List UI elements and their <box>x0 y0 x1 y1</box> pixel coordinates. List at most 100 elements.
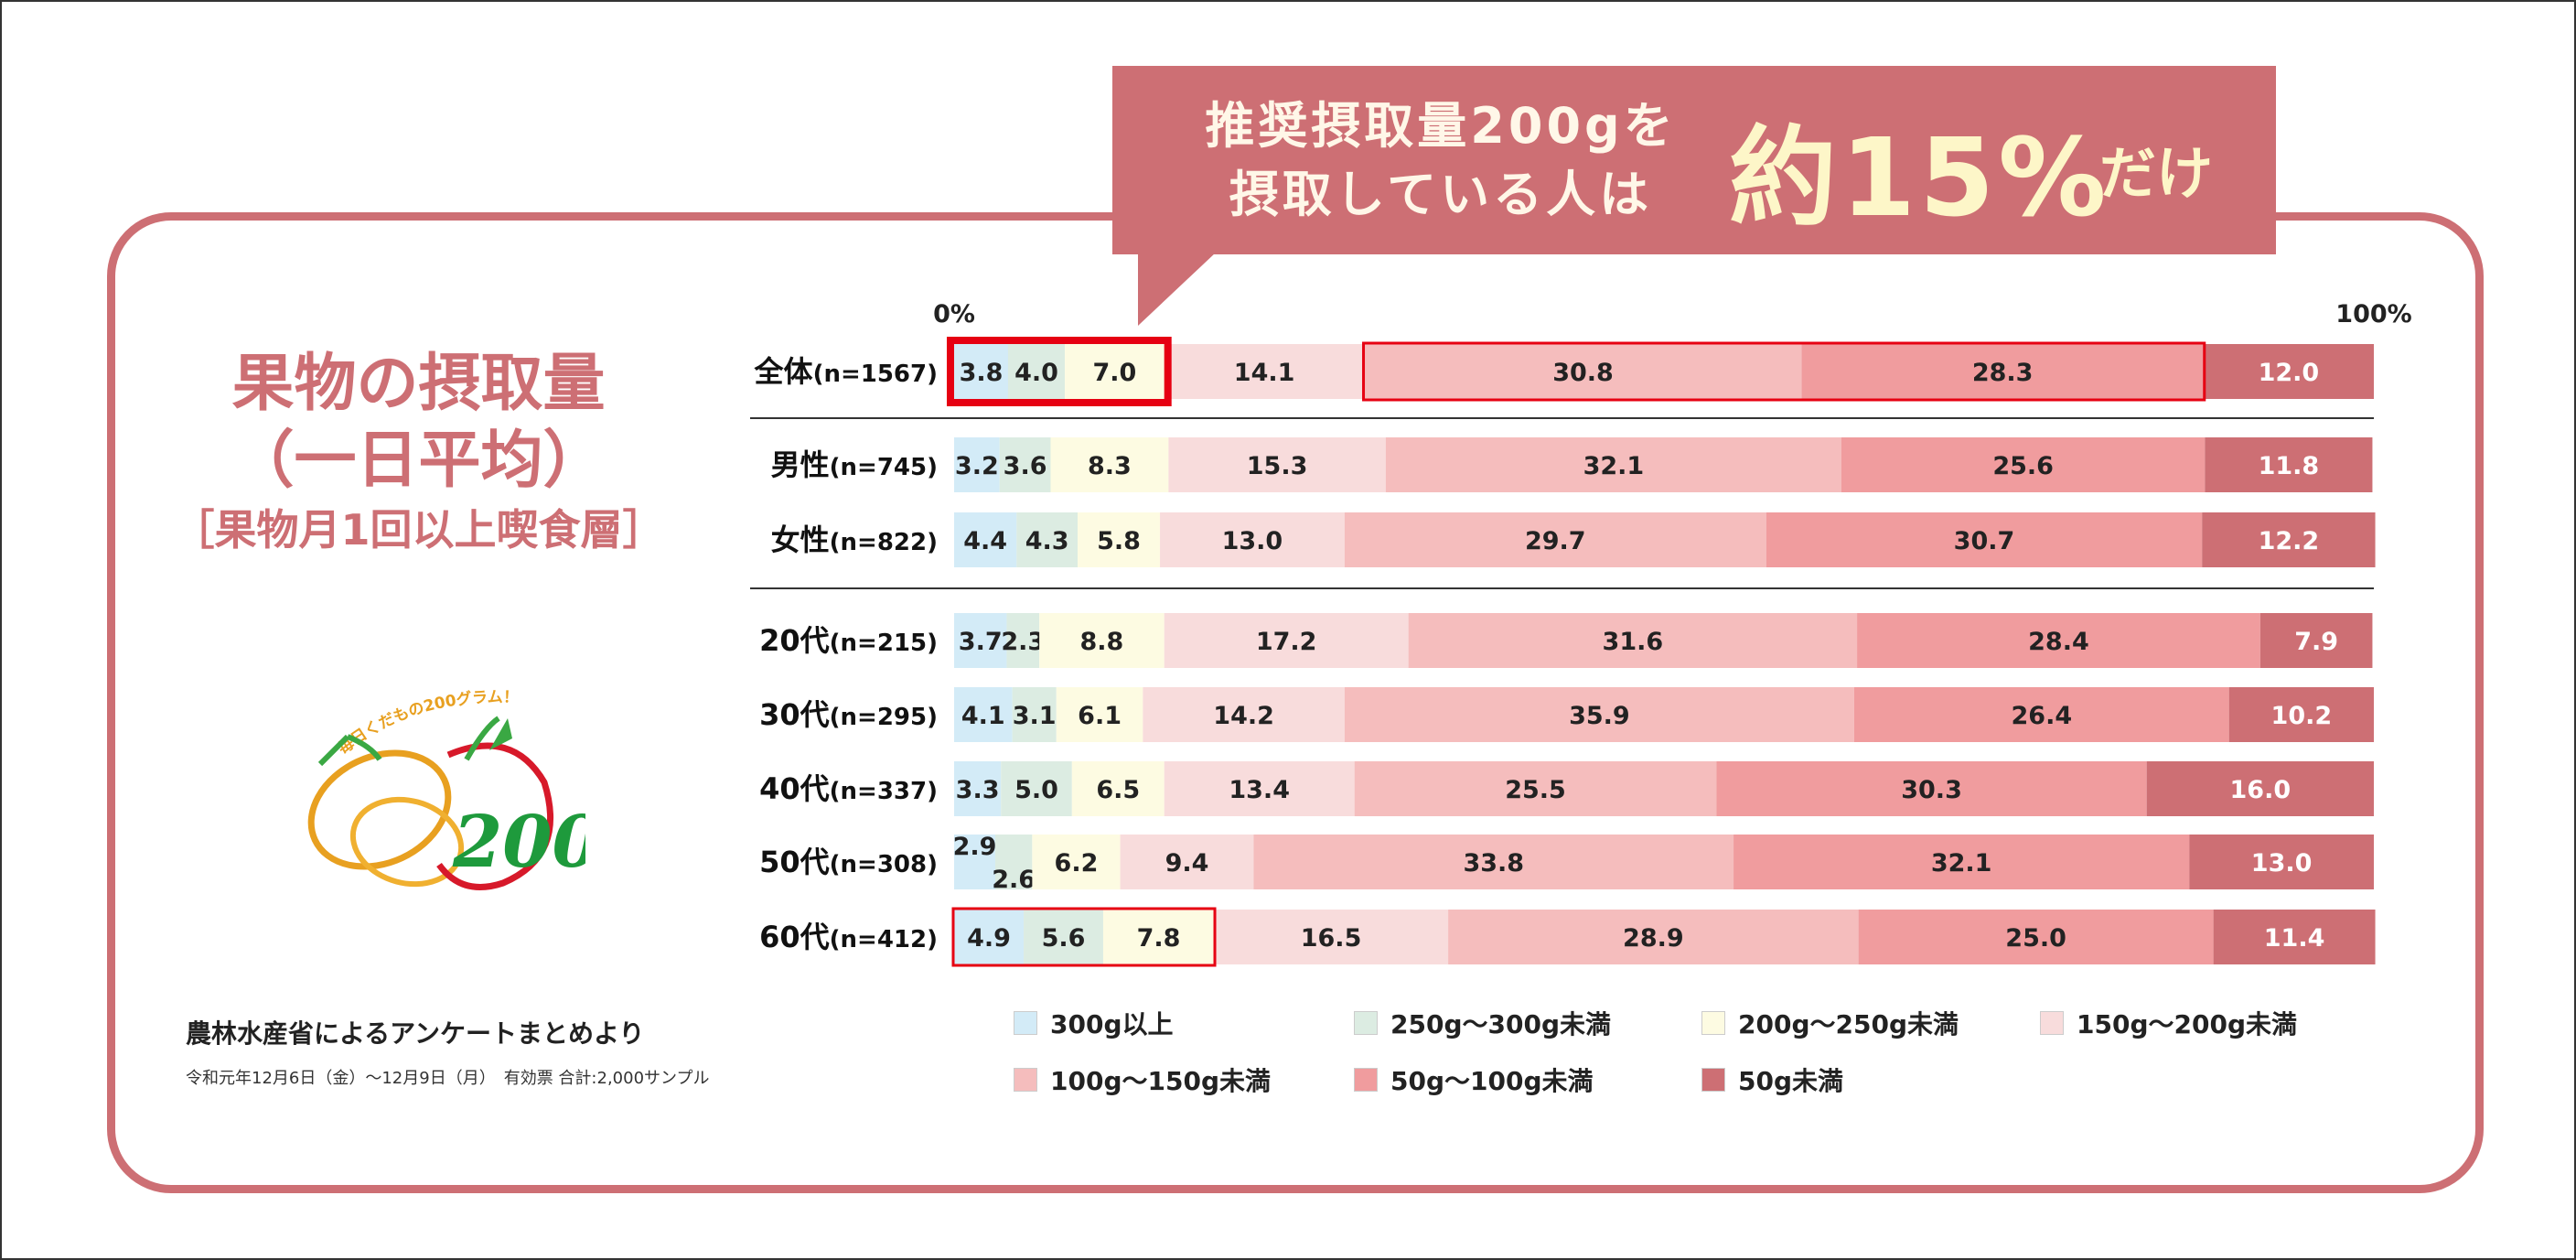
bar-segment <box>1065 344 1165 399</box>
callout-box <box>1112 66 2276 254</box>
bar-segment <box>954 344 1008 399</box>
data-label: 4.1 <box>961 702 1005 730</box>
data-label: 33.8 <box>1463 849 1524 878</box>
legend-swatch <box>1354 1011 1378 1035</box>
data-label: 8.3 <box>1088 452 1132 480</box>
legend-item: 50g未満 <box>1701 1061 1843 1098</box>
legend-swatch <box>1014 1068 1037 1092</box>
data-label: 6.1 <box>1078 702 1122 730</box>
bar-segment <box>1007 344 1066 399</box>
data-label: 28.3 <box>1972 359 2034 387</box>
bar-segment <box>1001 761 1072 816</box>
legend-item: 300g以上 <box>1014 1005 1174 1041</box>
axis-start-label: 0% <box>933 300 975 328</box>
highlight-box <box>951 907 1217 967</box>
bar-segment <box>999 437 1051 492</box>
data-label: 8.8 <box>1079 628 1123 656</box>
callout-line-1: 推奨摂取量200gを <box>1205 97 1677 155</box>
data-label: 12.0 <box>2259 359 2320 387</box>
bar-segment <box>954 512 1017 567</box>
data-label: 7.0 <box>1092 359 1136 387</box>
bar-segment <box>1385 437 1841 492</box>
legend-label: 250g～300g未満 <box>1390 1009 1611 1039</box>
data-label: 28.4 <box>2028 628 2089 656</box>
bar-segment <box>954 437 1000 492</box>
title-line-1: 果物の摂取量 <box>231 348 606 420</box>
highlight-box <box>1362 341 2206 402</box>
bar-segment <box>1160 512 1345 567</box>
bar-segment <box>995 835 1033 889</box>
bar-segment <box>1858 910 2214 964</box>
bar-segment <box>1716 761 2147 816</box>
category-label: 男性(n=745) <box>771 447 938 482</box>
callout-big-figure: 約15% <box>1729 114 2110 241</box>
data-label: 14.1 <box>1234 359 1295 387</box>
callout-text: 推奨摂取量200gを 摂取している人は <box>1166 92 1715 229</box>
bar-segment <box>1164 344 1365 399</box>
data-label: 3.1 <box>1013 702 1057 730</box>
bar-segment <box>1071 761 1165 816</box>
bar-segment <box>1143 687 1345 742</box>
data-label: 2.6 <box>992 866 1036 894</box>
bar-segment <box>1364 344 1802 399</box>
data-label: 3.8 <box>960 359 1004 387</box>
logo-orange-peel-icon <box>349 796 465 888</box>
legend-item: 50g～100g未満 <box>1354 1061 1594 1098</box>
data-label: 5.8 <box>1097 527 1141 555</box>
data-label: 29.7 <box>1525 527 1586 555</box>
bar-segment <box>1448 910 1859 964</box>
bar-segment <box>1006 613 1040 668</box>
title-line-2: （一日平均） <box>231 425 606 497</box>
bar-segment <box>1164 613 1409 668</box>
bar-segment <box>1032 835 1121 889</box>
data-label: 13.0 <box>1222 527 1283 555</box>
legend-swatch <box>1701 1011 1725 1035</box>
data-label: 4.0 <box>1014 359 1058 387</box>
data-label: 15.3 <box>1247 452 1308 480</box>
data-label: 26.4 <box>2012 702 2073 730</box>
legend-item: 150g～200g未満 <box>2040 1005 2297 1041</box>
callout-line-2: 摂取している人は <box>1229 166 1653 223</box>
data-label: 4.3 <box>1025 527 1069 555</box>
bar-segment <box>1102 910 1215 964</box>
data-label: 31.6 <box>1603 628 1664 656</box>
bar-segment <box>1168 437 1386 492</box>
bar-segment <box>1039 613 1165 668</box>
bar-segment <box>2203 344 2374 399</box>
bar-segment <box>2205 437 2373 492</box>
data-label: 11.4 <box>2264 924 2325 953</box>
data-label: 12.2 <box>2259 527 2320 555</box>
bar-segment <box>1120 835 1254 889</box>
category-label: 50代(n=308) <box>759 845 938 879</box>
bar-segment <box>1841 437 2206 492</box>
legend-swatch <box>2040 1011 2064 1035</box>
bar-segment <box>2202 512 2376 567</box>
bar-segment <box>1354 761 1717 816</box>
bar-segment <box>1214 910 1449 964</box>
data-label: 6.5 <box>1096 776 1140 804</box>
source-note: 農林水産省によるアンケートまとめより <box>186 1018 645 1049</box>
data-label: 14.2 <box>1213 702 1274 730</box>
data-label: 5.0 <box>1014 776 1058 804</box>
bar-segment <box>954 687 1013 742</box>
survey-period: 令和元年12月6日（金）～12月9日（月） 有効票 合計:2,000サンプル <box>186 1069 710 1088</box>
logo-number: 200 <box>452 801 585 884</box>
data-label: 4.4 <box>963 527 1007 555</box>
bar-segment <box>1344 687 1854 742</box>
category-label: 30代(n=295) <box>759 697 938 732</box>
bar-segment <box>954 835 996 889</box>
chart-legend: 300g以上 250g～300g未満 200g～250g未満 150g～200g未満 1… <box>1014 1005 2349 1115</box>
bar-segment <box>1253 835 1734 889</box>
data-label: 4.9 <box>967 924 1011 953</box>
data-label: 7.8 <box>1137 924 1181 953</box>
axis-end-label: 100% <box>2335 300 2411 328</box>
bar-segment <box>2213 910 2376 964</box>
data-label: 16.0 <box>2230 776 2292 804</box>
logo-leaf-2-icon <box>489 718 512 750</box>
data-label: 3.3 <box>956 776 1000 804</box>
bar-segment <box>2146 761 2374 816</box>
bar-segment <box>1164 761 1355 816</box>
legend-item: 200g～250g未満 <box>1701 1005 1959 1041</box>
